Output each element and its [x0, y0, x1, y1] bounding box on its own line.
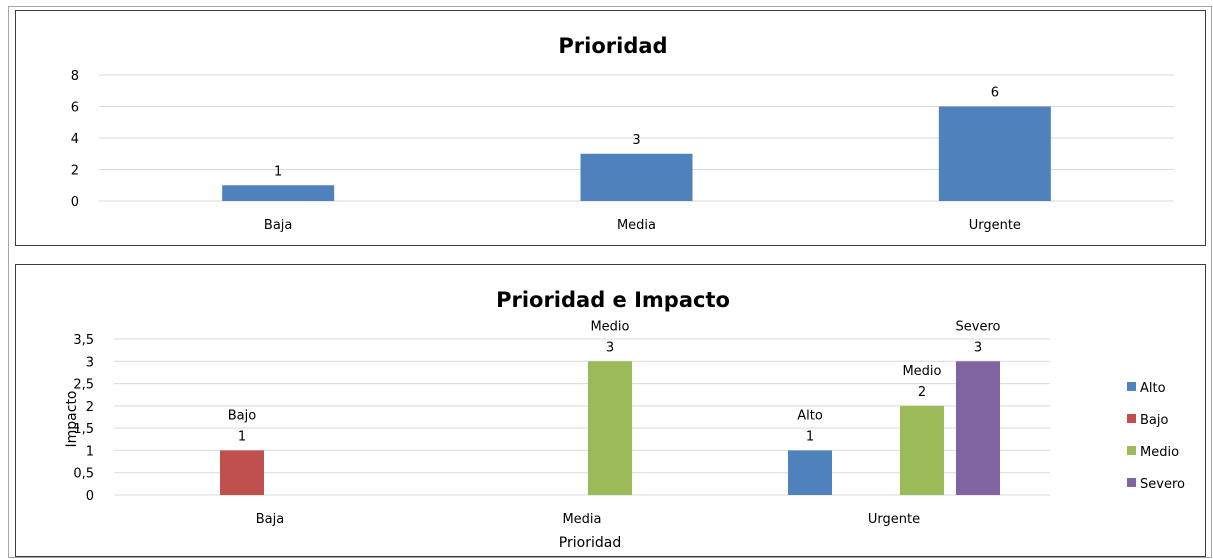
legend: Alto Bajo Medio Severo — [1127, 381, 1185, 492]
x-tick-label: Media — [562, 512, 601, 527]
chart-prioridad-impacto: Prioridad e Impacto Impacto Prioridad 0 0… — [15, 264, 1206, 557]
y-tick-label: 0 — [71, 195, 79, 210]
data-label: 1 — [274, 164, 282, 179]
x-tick-label: Baja — [256, 512, 284, 527]
data-label-value: 1 — [238, 429, 246, 444]
bar-urgente — [938, 106, 1051, 201]
y-tick-label: 2 — [71, 164, 79, 179]
chart-prioridad-impacto-svg: Prioridad e Impacto Impacto Prioridad 0 0… — [64, 288, 1185, 551]
chart-title: Prioridad — [558, 34, 667, 58]
y-tick-label: 3 — [86, 355, 94, 370]
data-label-name: Bajo — [228, 408, 256, 423]
bar-urgente-severo — [956, 361, 1000, 495]
data-label-value: 3 — [606, 340, 614, 355]
data-label-name: Alto — [797, 408, 823, 423]
x-tick-label: Baja — [264, 218, 292, 233]
bar-urgente-medio — [900, 405, 944, 495]
bar-urgente-alto — [788, 450, 832, 495]
data-label-value: 1 — [806, 429, 814, 444]
x-tick-label: Urgente — [868, 512, 920, 527]
data-label-name: Medio — [902, 364, 941, 379]
y-tick-label: 2,5 — [73, 378, 94, 393]
x-tick-label: Urgente — [969, 218, 1021, 233]
data-label: 3 — [632, 133, 640, 148]
y-tick-label: 0 — [86, 489, 94, 504]
legend-swatch — [1127, 478, 1136, 487]
y-axis-title: Impacto — [64, 391, 80, 448]
x-axis-title: Prioridad — [559, 535, 621, 551]
y-tick-label: 2 — [86, 400, 94, 415]
legend-swatch — [1127, 446, 1136, 455]
y-tick-label: 6 — [71, 101, 79, 116]
bar-media — [580, 153, 693, 201]
data-label-name: Medio — [590, 319, 629, 334]
y-tick-label: 0,5 — [73, 467, 94, 482]
chart-prioridad: Prioridad 0 2 4 6 8 1 3 6 Baja Media Urgente — [15, 10, 1206, 246]
data-label: 6 — [991, 86, 999, 101]
y-tick-label: 1,5 — [73, 422, 94, 437]
bar-baja — [222, 185, 335, 201]
data-label-value: 2 — [918, 385, 926, 400]
y-tick-label: 4 — [71, 132, 79, 147]
chart-title: Prioridad e Impacto — [496, 288, 730, 312]
legend-label: Alto — [1140, 381, 1166, 396]
bar-media-medio — [588, 361, 632, 495]
data-label-name: Severo — [956, 319, 1001, 334]
y-tick-label: 8 — [71, 69, 79, 84]
legend-swatch — [1127, 414, 1136, 423]
bar-baja-bajo — [220, 450, 264, 495]
legend-label: Bajo — [1140, 413, 1168, 428]
x-tick-label: Media — [617, 218, 656, 233]
legend-swatch — [1127, 382, 1136, 391]
legend-label: Medio — [1140, 445, 1179, 460]
y-tick-label: 1 — [86, 444, 94, 459]
y-tick-label: 3,5 — [73, 333, 94, 348]
chart-prioridad-svg: Prioridad 0 2 4 6 8 1 3 6 Baja Media Urgente — [71, 34, 1174, 233]
legend-label: Severo — [1140, 477, 1185, 492]
data-label-value: 3 — [974, 340, 982, 355]
